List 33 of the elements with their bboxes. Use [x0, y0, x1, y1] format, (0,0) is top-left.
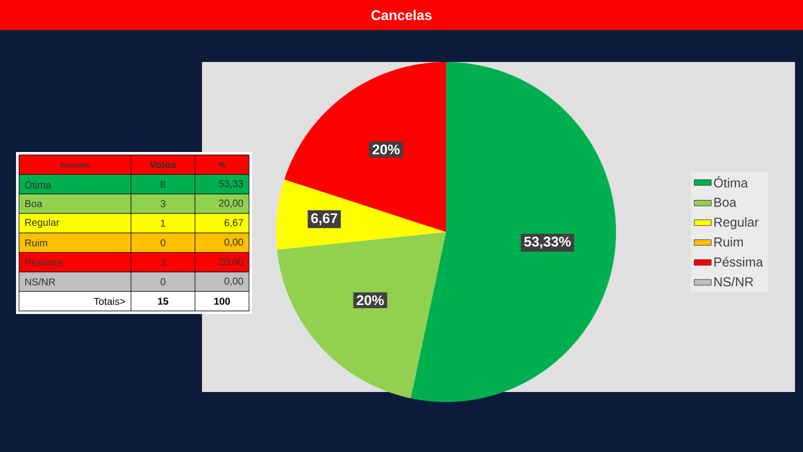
text: 15	[158, 298, 168, 305]
data-label: 20,00	[219, 200, 244, 208]
data-label: 8	[160, 180, 166, 188]
data-label: 6,67	[311, 213, 338, 226]
chart-title: Cancelas	[371, 10, 432, 20]
data-label: 3	[160, 258, 166, 266]
data-label: 0,00	[224, 238, 244, 247]
series-label: Votos	[150, 161, 176, 168]
legend-label: NS/NR	[714, 276, 754, 286]
text: 100	[214, 298, 230, 305]
legend-label: Ruim	[714, 237, 743, 247]
data-label: 0	[160, 278, 166, 286]
legend-label: Ótima	[714, 176, 748, 188]
data-label: 20,00	[219, 258, 244, 266]
data-label: 3	[160, 200, 166, 208]
data-label: 53,33	[218, 180, 244, 188]
category-label: Boa	[25, 200, 42, 208]
category-label: NS/NR	[25, 278, 56, 286]
legend-label: Regular	[714, 217, 759, 230]
data-label: 20%	[356, 295, 384, 306]
data-label: 0	[160, 239, 166, 246]
category-label: Ruim	[25, 239, 48, 246]
data-label: 53,33%	[524, 236, 571, 249]
data-label: 20%	[372, 144, 400, 154]
data-label: 1	[161, 220, 166, 227]
data-label: 6,67	[224, 219, 243, 228]
legend-label: Péssima	[714, 256, 764, 267]
data-label: 0,00	[224, 278, 244, 286]
category-label: Péssima	[25, 258, 63, 266]
category-label: Ótima	[25, 180, 52, 189]
text: Totais>	[94, 298, 126, 305]
category-label: Regular	[25, 218, 60, 228]
legend-label: Boa	[714, 198, 736, 207]
